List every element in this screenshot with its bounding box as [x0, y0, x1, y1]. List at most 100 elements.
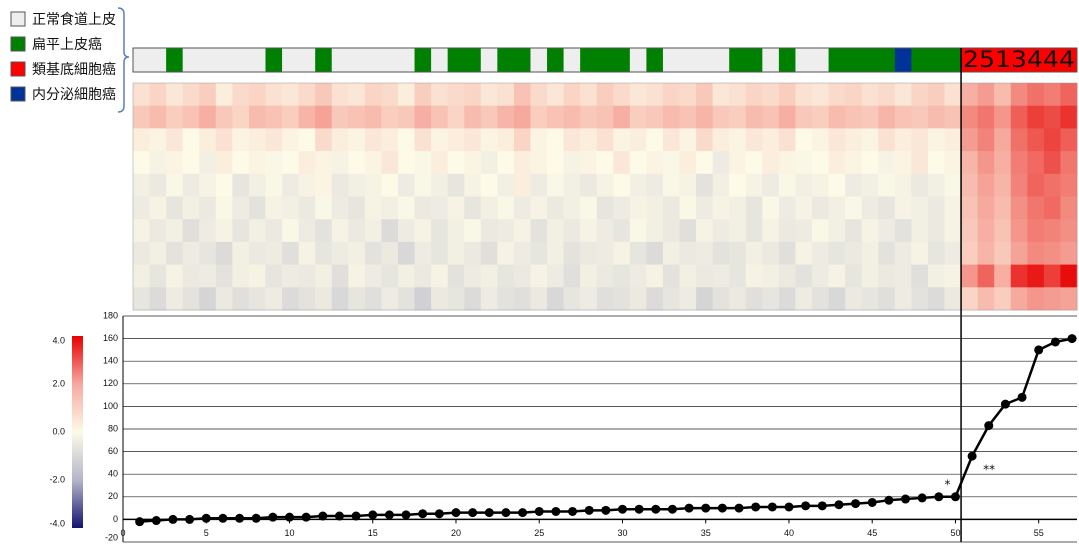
heatmap-cell — [778, 173, 796, 197]
heatmap-cell — [961, 241, 979, 265]
heatmap-cell — [712, 241, 730, 265]
heatmap-cell — [679, 196, 697, 220]
heatmap-cell — [282, 264, 300, 288]
sample-type-cell — [845, 48, 863, 72]
heatmap-cell — [298, 173, 316, 197]
heatmap-cell — [182, 173, 200, 197]
heatmap-cell — [878, 241, 896, 265]
heatmap-cell — [828, 128, 846, 152]
heatmap-cell — [464, 264, 482, 288]
sample-type-cell — [1043, 48, 1061, 72]
heatmap-cell — [282, 241, 300, 265]
heatmap-cell — [232, 196, 250, 220]
heatmap-cell — [1060, 128, 1078, 152]
heatmap-cell — [547, 219, 564, 243]
point — [734, 503, 744, 513]
heatmap-cell — [795, 241, 813, 265]
heatmap-cell — [265, 241, 283, 265]
sample-type-cell — [414, 48, 432, 72]
heatmap-cell — [199, 241, 217, 265]
heatmap-cell — [133, 128, 150, 152]
heatmap-cell — [215, 196, 233, 220]
sample-type-cell — [298, 48, 316, 72]
heatmap-cell — [513, 287, 531, 311]
heatmap-cell — [547, 264, 564, 288]
heatmap-cell — [646, 105, 664, 129]
heatmap-cell — [497, 241, 515, 265]
line — [139, 337, 1073, 523]
sample-type-cell — [994, 48, 1012, 72]
x-tick-label: 25 — [534, 528, 544, 538]
x-tick-label: 5 — [204, 528, 209, 538]
heatmap-cell — [530, 83, 548, 107]
heatmap-cell — [977, 128, 995, 152]
heatmap-cell — [447, 105, 465, 129]
point — [717, 503, 727, 513]
heatmap-cell — [182, 241, 200, 265]
heatmap-cell — [1043, 196, 1061, 220]
heatmap-cell — [812, 173, 829, 197]
heatmap-cell — [1043, 151, 1061, 175]
heatmap-cell — [315, 83, 333, 107]
heatmap-cell — [944, 173, 962, 197]
heatmap-cell — [596, 196, 614, 220]
heatmap-cell — [911, 287, 929, 311]
heatmap-cell — [994, 264, 1012, 288]
heatmap-cell — [580, 151, 598, 175]
heatmap-cell — [414, 151, 432, 175]
heatmap-cell — [745, 196, 763, 220]
heatmap-cell — [795, 105, 813, 129]
heatmap-cell — [364, 105, 382, 129]
heatmap-cell — [215, 287, 233, 311]
heatmap-cell — [513, 264, 531, 288]
heatmap-cell — [265, 151, 283, 175]
sample-type-cell — [861, 48, 879, 72]
heatmap-cell — [397, 196, 415, 220]
heatmap-cell — [861, 173, 879, 197]
heatmap-cell — [331, 219, 349, 243]
heatmap-cell — [646, 83, 664, 107]
heatmap-cell — [133, 287, 150, 311]
heatmap-cell — [513, 196, 531, 220]
heatmap-cell — [149, 83, 167, 107]
heatmap-cell — [745, 173, 763, 197]
heatmap-cell — [447, 83, 465, 107]
sample-type-cell — [778, 48, 796, 72]
sample-type-cell — [530, 48, 548, 72]
heatmap-cell — [563, 219, 581, 243]
point — [801, 501, 811, 511]
heatmap-cell — [894, 151, 912, 175]
sample-type-cell — [646, 48, 664, 72]
heatmap-cell — [1043, 287, 1061, 311]
heatmap-cell — [679, 173, 697, 197]
heatmap-cell — [547, 83, 564, 107]
point — [651, 504, 661, 514]
heatmap-cell — [166, 105, 184, 129]
sample-type-cell — [232, 48, 250, 72]
point — [1067, 334, 1077, 344]
point — [667, 504, 677, 514]
heatmap-cell — [927, 264, 945, 288]
heatmap-cell — [861, 287, 879, 311]
heatmap-cell — [1027, 105, 1045, 129]
heatmap-cell — [166, 128, 184, 152]
heatmap-cell — [845, 173, 863, 197]
sample-type-cell — [812, 48, 829, 72]
sample-type-cell — [977, 48, 995, 72]
heatmap-cell — [431, 196, 449, 220]
heatmap-cell — [729, 105, 747, 129]
heatmap-cell — [613, 196, 631, 220]
heatmap-cell — [927, 83, 945, 107]
strip-label: 2513444 — [963, 48, 1075, 73]
heatmap-cell — [547, 196, 564, 220]
heatmap-cell — [994, 287, 1012, 311]
heatmap-cell — [265, 105, 283, 129]
heatmap-cell — [994, 173, 1012, 197]
heatmap-cell — [845, 219, 863, 243]
heatmap-cell — [662, 241, 680, 265]
sample-type-cell — [563, 48, 581, 72]
sample-type-cell — [1060, 48, 1078, 72]
heatmap-cell — [182, 151, 200, 175]
heatmap-cell — [1043, 128, 1061, 152]
heatmap-cell — [133, 219, 150, 243]
